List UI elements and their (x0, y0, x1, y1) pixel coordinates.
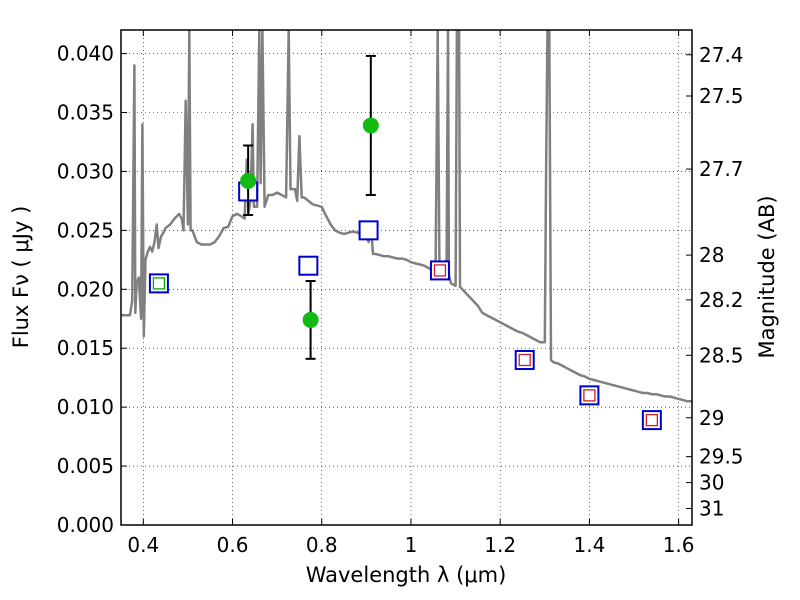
x-axis-label: Wavelength λ (μm) (306, 563, 507, 587)
model-square-point (358, 220, 379, 241)
y2-tick-label: 28 (699, 243, 724, 267)
plot-background (121, 30, 692, 525)
y-tick-label: 0.010 (57, 395, 114, 419)
x-tick-label: 1.2 (484, 533, 516, 557)
observed-flux-point (362, 117, 379, 134)
plot-area (121, 30, 692, 431)
model-square-point (148, 273, 169, 294)
green-square-point (152, 277, 166, 290)
y-tick-label: 0.040 (57, 42, 114, 66)
model-square-point (641, 410, 662, 431)
x-tick-label: 0.4 (127, 533, 159, 557)
spectrum-line (121, 30, 692, 403)
y2-axis-label: Magnitude (AB) (755, 195, 779, 358)
y-tick-label: 0.020 (57, 277, 114, 301)
red-square-point (433, 264, 447, 277)
y2-tick-label: 27.5 (699, 84, 744, 108)
x-tick-label: 0.6 (217, 533, 249, 557)
x-tick-label: 1.4 (573, 533, 605, 557)
model-square-point (298, 255, 319, 276)
red-square-point (645, 413, 659, 427)
y-tick-label: 0.005 (57, 454, 114, 478)
y-tick-label: 0.000 (57, 513, 114, 537)
y-tick-label: 0.015 (57, 336, 114, 360)
observed-flux-point (302, 311, 319, 328)
plot-frame (120, 29, 693, 526)
y2-tick-label: 29.5 (699, 445, 744, 469)
model-square-point (579, 385, 600, 406)
grid-lines (121, 30, 692, 526)
red-square-point (583, 389, 596, 402)
y2-tick-label: 28.5 (699, 343, 744, 367)
y-axis-label: Flux Fν ( μJy ) (9, 206, 33, 349)
observed-flux-point (240, 172, 257, 189)
x-tick-label: 1.6 (663, 533, 695, 557)
model-square-point (429, 260, 450, 281)
y2-tick-label: 29 (699, 406, 724, 430)
y2-tick-label: 27.4 (699, 43, 744, 67)
y2-tick-label: 27.7 (699, 157, 744, 181)
y-axis-ticks: 0.000 0.005 0.010 0.015 0.020 0.025 0.030 0.035… (57, 42, 127, 537)
y-tick-label: 0.035 (57, 101, 114, 125)
y-tick-label: 0.030 (57, 159, 114, 183)
y2-tick-label: 28.2 (699, 288, 744, 312)
model-square-point (514, 350, 535, 370)
y2-tick-label: 31 (699, 497, 724, 521)
x-axis-ticks: 0.4 0.6 0.8 1 1.2 1.4 1.6 (127, 30, 695, 557)
y2-tick-label: 30 (699, 471, 724, 495)
x-tick-label: 1 (405, 533, 418, 557)
y-tick-label: 0.025 (57, 218, 114, 242)
x-tick-label: 0.8 (306, 533, 338, 557)
red-square-point (518, 353, 531, 367)
